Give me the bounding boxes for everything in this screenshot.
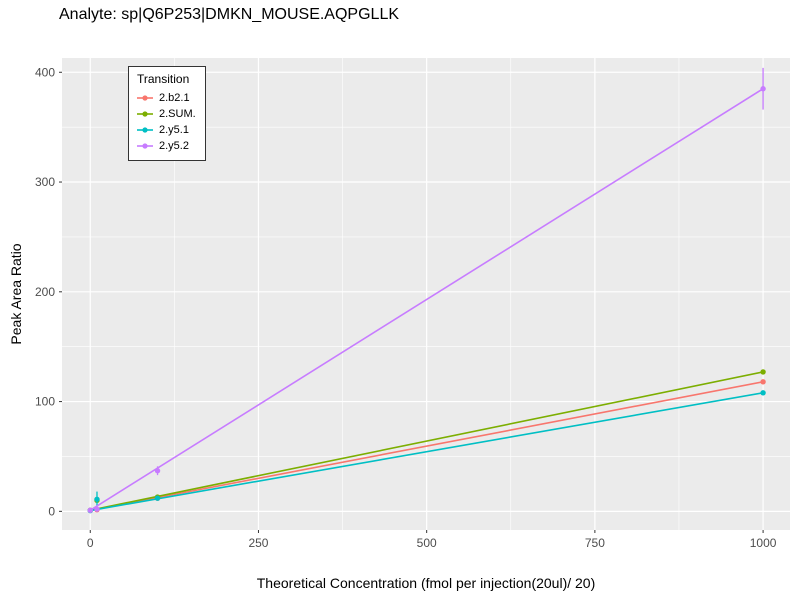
legend-items: 2.b2.1 2.SUM. 2.y5.1 2.y5.2 xyxy=(136,90,196,154)
y-tick-label: 0 xyxy=(48,504,55,518)
data-point-2.y5.1 xyxy=(154,495,161,501)
x-tick-label: 250 xyxy=(248,536,268,550)
legend-item: 2.y5.1 xyxy=(136,122,196,138)
legend: Transition 2.b2.1 2.SUM. 2.y5.1 2.y5.2 xyxy=(128,66,206,161)
y-tick-label: 200 xyxy=(35,285,55,299)
data-point-2.y5.2 xyxy=(94,506,100,512)
legend-item-label: 2.y5.2 xyxy=(159,140,189,152)
legend-item-label: 2.y5.1 xyxy=(159,124,189,136)
data-point-2.y5.2 xyxy=(760,86,766,92)
data-point-2.y5.2 xyxy=(87,507,93,513)
legend-item: 2.SUM. xyxy=(136,106,196,122)
legend-item-label: 2.SUM. xyxy=(159,108,196,120)
legend-key-icon xyxy=(137,127,153,133)
y-tick-label: 400 xyxy=(35,65,55,79)
legend-key-icon xyxy=(137,143,153,149)
data-point-2.y5.2 xyxy=(154,468,161,474)
x-tick-label: 500 xyxy=(417,536,437,550)
legend-item: 2.y5.2 xyxy=(136,138,196,154)
x-tick-label: 1000 xyxy=(750,536,777,550)
data-point-2.y5.1 xyxy=(94,496,100,502)
legend-key-icon xyxy=(137,111,153,117)
x-tick-label: 750 xyxy=(585,536,605,550)
series-line-2.SUM. xyxy=(90,371,764,512)
data-point-2.b2.1 xyxy=(760,379,766,385)
series-line-2.y5.1 xyxy=(90,392,764,512)
chart-title: Analyte: sp|Q6P253|DMKN_MOUSE.AQPGLLK xyxy=(59,6,400,23)
x-axis-label: Theoretical Concentration (fmol per inje… xyxy=(256,575,596,591)
legend-key-icon xyxy=(137,95,153,101)
y-tick-label: 300 xyxy=(35,175,55,189)
series-line-2.y5.2 xyxy=(89,88,764,511)
series-line-2.b2.1 xyxy=(90,381,764,512)
y-axis-label: Peak Area Ratio xyxy=(8,243,24,345)
x-tick-label: 0 xyxy=(87,536,94,550)
y-tick-label: 100 xyxy=(35,395,55,409)
data-point-2.SUM. xyxy=(760,369,766,375)
data-point-2.y5.1 xyxy=(760,390,766,396)
legend-item-label: 2.b2.1 xyxy=(159,92,190,104)
legend-title: Transition xyxy=(137,72,190,86)
legend-item: 2.b2.1 xyxy=(136,90,196,106)
